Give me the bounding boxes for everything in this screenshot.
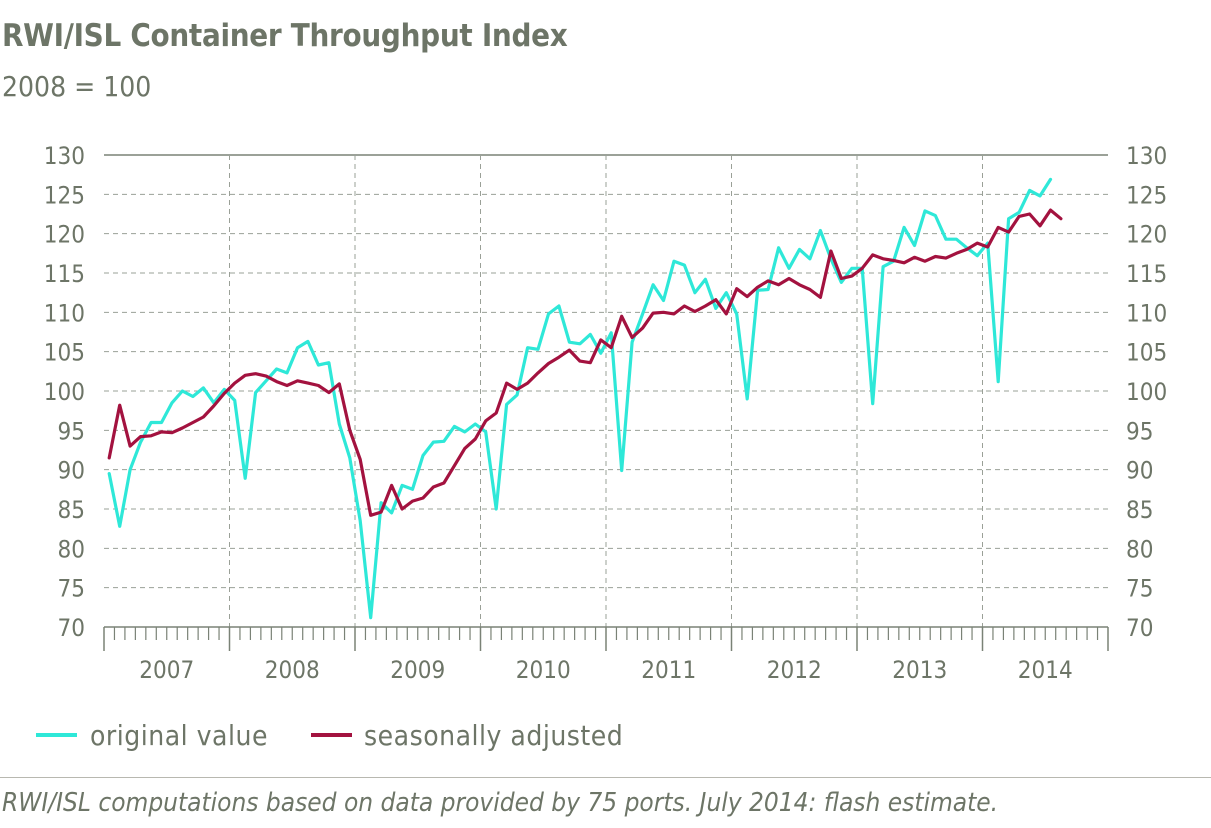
x-tick-label: 2009	[390, 656, 445, 684]
y-tick-label: 85	[1126, 496, 1153, 524]
y-tick-label: 90	[58, 457, 85, 485]
x-tick-label: 2013	[892, 656, 947, 684]
y-tick-label: 110	[1126, 299, 1167, 327]
y-tick-label: 120	[1126, 221, 1167, 249]
x-tick-label: 2011	[641, 656, 696, 684]
x-tick-label: 2014	[1018, 656, 1073, 684]
y-tick-label: 75	[58, 575, 85, 603]
y-tick-label: 130	[44, 142, 85, 170]
series-line-seasonal	[107, 208, 1063, 517]
y-tick-label: 80	[58, 535, 85, 563]
x-tick-label: 2008	[265, 656, 320, 684]
y-axis-right: 70 75 80 85 90 95 100 105 110 115 120 125 130	[1126, 142, 1167, 642]
y-tick-label: 70	[58, 614, 85, 642]
x-axis: 2007 2008 2009 2010 2011 2012 2013 2014	[103, 626, 1109, 684]
y-tick-label: 125	[1126, 181, 1167, 209]
footer-divider	[0, 777, 1211, 778]
y-tick-label: 100	[44, 378, 85, 406]
y-tick-label: 115	[1126, 260, 1167, 288]
y-tick-label: 90	[1126, 457, 1153, 485]
y-tick-label: 70	[1126, 614, 1153, 642]
x-tick-label: 2007	[139, 656, 194, 684]
chart-area: 70 75 80 85 90 95 100 105 110 115 120 125 130 70 75 80…	[36, 142, 1167, 752]
footnote: RWI/ISL computations based on data provi…	[2, 788, 999, 818]
grid-lines	[104, 154, 1108, 627]
series-line-original	[107, 177, 1053, 620]
y-axis-left: 70 75 80 85 90 95 100 105 110 115 120 125 130	[44, 142, 85, 642]
legend: original value seasonally adjusted	[36, 719, 623, 752]
y-tick-label: 100	[1126, 378, 1167, 406]
legend-label-seasonal: seasonally adjusted	[364, 719, 623, 752]
chart-subtitle: 2008 = 100	[2, 70, 152, 103]
y-tick-label: 115	[44, 260, 85, 288]
y-tick-label: 120	[44, 221, 85, 249]
series-lines	[107, 177, 1063, 620]
y-tick-label: 125	[44, 181, 85, 209]
x-tick-label: 2010	[516, 656, 571, 684]
y-tick-label: 130	[1126, 142, 1167, 170]
chart-title: RWI/ISL Container Throughput Index	[2, 18, 568, 54]
y-tick-label: 95	[1126, 417, 1153, 445]
y-tick-label: 80	[1126, 535, 1153, 563]
y-tick-label: 95	[58, 417, 85, 445]
y-tick-label: 105	[44, 339, 85, 367]
y-tick-label: 105	[1126, 339, 1167, 367]
legend-label-original: original value	[90, 719, 268, 752]
x-tick-label: 2012	[767, 656, 822, 684]
y-tick-label: 85	[58, 496, 85, 524]
y-tick-label: 75	[1126, 575, 1153, 603]
y-tick-label: 110	[44, 299, 85, 327]
